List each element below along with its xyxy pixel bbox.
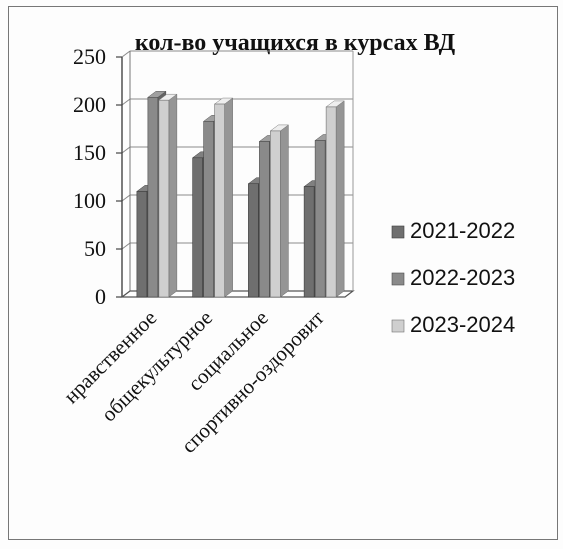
y-tick-label: 0 [95,284,106,309]
bar [259,141,270,298]
legend-label: 2021-2022 [410,218,515,243]
legend-swatch [391,272,405,286]
gridline-side [121,50,131,58]
bars [136,90,345,298]
bar-side [224,97,233,298]
gridline-side [121,98,131,106]
bar [248,183,259,298]
chart-title: кол-во учащихся в курсах ВД [135,30,456,56]
category-labels: нравственноеобщекультурноесоциальноеспор… [59,306,329,458]
bar [147,97,159,298]
bar [303,186,315,298]
bar [136,191,148,298]
bar-side [168,93,178,298]
y-tick-label: 200 [73,92,106,117]
bar [203,121,214,298]
legend-swatch [391,319,405,333]
legend: 2021-2022 2022-2023 2023-2024 [391,218,515,337]
bar [192,157,203,298]
bar [270,130,281,298]
bar [214,103,225,298]
legend-label: 2023-2024 [410,312,515,337]
bar-side [280,124,289,298]
y-tick-label: 50 [84,236,106,261]
chart-frame [8,6,558,540]
bar [314,140,326,298]
y-tick-label: 250 [73,44,106,69]
gridline-side [121,242,131,250]
legend-label: 2022-2023 [410,265,515,290]
bar [158,99,170,298]
legend-swatch [391,225,405,239]
y-tick-label: 150 [73,140,106,165]
y-tick-label: 100 [73,188,106,213]
bar-side [335,100,345,298]
gridline-side [121,146,131,154]
y-tick-labels: 0 50 100 150 200 250 [73,44,106,309]
bar [325,106,337,298]
gridline-side [121,194,131,202]
